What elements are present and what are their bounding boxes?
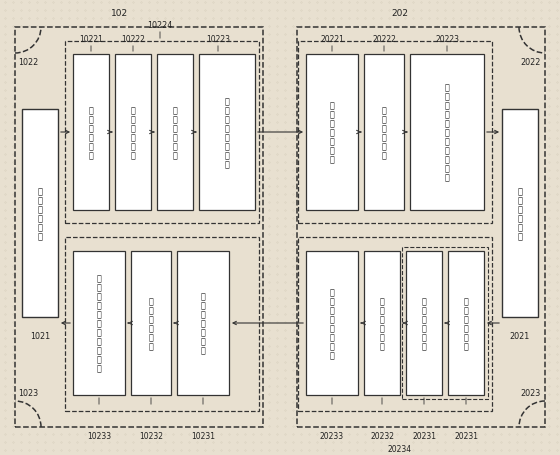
Text: 第
二
磁
场
发
射
线
圈: 第 二 磁 场 发 射 线 圈 xyxy=(330,288,334,359)
Text: 1021: 1021 xyxy=(30,331,50,340)
Bar xyxy=(177,252,229,395)
Text: 第
二
调
制
电
路: 第 二 调 制 电 路 xyxy=(422,296,426,350)
Text: 1022: 1022 xyxy=(18,57,38,66)
Text: 第
一
微
控
制
器: 第 一 微 控 制 器 xyxy=(38,187,43,241)
Bar xyxy=(115,55,151,211)
Text: 20231: 20231 xyxy=(454,431,478,440)
Bar xyxy=(65,238,259,411)
Bar xyxy=(410,55,484,211)
Bar xyxy=(306,252,358,395)
Text: 20232: 20232 xyxy=(370,431,394,440)
Bar xyxy=(199,55,255,211)
Text: 20222: 20222 xyxy=(372,35,396,44)
Text: 第
二
微
控
制
器: 第 二 微 控 制 器 xyxy=(517,187,522,241)
Bar xyxy=(298,42,492,223)
Text: 第
一
编
码
电
路: 第 一 编 码 电 路 xyxy=(88,106,94,160)
Text: 第
二
放
大
电
路: 第 二 放 大 电 路 xyxy=(148,296,153,350)
Text: 202: 202 xyxy=(391,9,408,18)
Text: 第
一
门
限
判
断
及
解
调
电
路: 第 一 门 限 判 断 及 解 调 电 路 xyxy=(445,83,449,182)
Text: 2022: 2022 xyxy=(521,57,541,66)
Text: 20234: 20234 xyxy=(388,444,412,453)
Bar xyxy=(448,252,484,395)
Text: 第
一
磁
感
应
电
路: 第 一 磁 感 应 电 路 xyxy=(330,101,334,164)
Bar xyxy=(306,55,358,211)
Bar xyxy=(298,238,492,411)
Text: 第
二
驱
动
电
路: 第 二 驱 动 电 路 xyxy=(380,296,384,350)
Text: 第
一
放
大
电
路: 第 一 放 大 电 路 xyxy=(381,106,386,160)
Text: 10224: 10224 xyxy=(147,21,172,30)
Bar xyxy=(131,252,171,395)
Text: 第
二
编
码
电
路: 第 二 编 码 电 路 xyxy=(464,296,468,350)
Bar xyxy=(406,252,442,395)
Text: 20233: 20233 xyxy=(320,431,344,440)
Bar xyxy=(65,42,259,223)
Text: 20223: 20223 xyxy=(435,35,459,44)
Text: 10232: 10232 xyxy=(139,431,163,440)
Bar xyxy=(364,252,400,395)
Text: 10222: 10222 xyxy=(121,35,145,44)
Text: 10223: 10223 xyxy=(206,35,230,44)
Bar xyxy=(15,28,263,427)
Text: 1023: 1023 xyxy=(18,389,38,398)
Bar xyxy=(157,55,193,211)
Text: 2021: 2021 xyxy=(510,331,530,340)
Bar xyxy=(402,248,488,399)
Bar xyxy=(297,28,545,427)
Text: 第
一
磁
场
发
射
线
圈: 第 一 磁 场 发 射 线 圈 xyxy=(225,97,230,169)
Text: 10231: 10231 xyxy=(191,431,215,440)
Bar xyxy=(364,55,404,211)
Text: 102: 102 xyxy=(111,9,129,18)
Text: 第
一
调
制
电
路: 第 一 调 制 电 路 xyxy=(130,106,136,160)
Text: 20231: 20231 xyxy=(412,431,436,440)
Text: 2023: 2023 xyxy=(521,389,541,398)
Text: 10221: 10221 xyxy=(79,35,103,44)
Bar xyxy=(73,55,109,211)
Text: 第
一
驱
动
电
路: 第 一 驱 动 电 路 xyxy=(172,106,178,160)
Text: 第
二
门
限
判
断
及
解
调
电
路: 第 二 门 限 判 断 及 解 调 电 路 xyxy=(97,274,101,373)
Bar xyxy=(73,252,125,395)
Text: 第
二
磁
感
应
电
路: 第 二 磁 感 应 电 路 xyxy=(200,292,206,355)
Text: 20221: 20221 xyxy=(320,35,344,44)
Bar xyxy=(502,110,538,317)
Bar xyxy=(22,110,58,317)
Text: 10233: 10233 xyxy=(87,431,111,440)
